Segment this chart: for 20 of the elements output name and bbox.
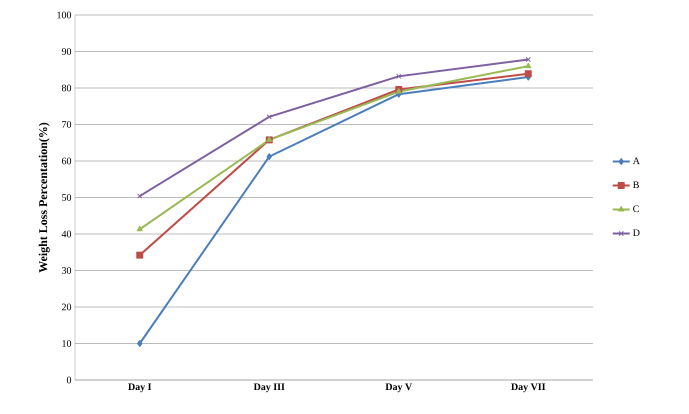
legend-label: B (633, 181, 639, 188)
y-tick-label: 100 (57, 12, 72, 18)
y-tick-label: 50 (62, 194, 72, 201)
legend-label: D (633, 229, 640, 236)
y-tick-label: 60 (62, 158, 72, 164)
y-tick-label: 70 (62, 121, 72, 128)
y-tick-label: 20 (62, 304, 72, 310)
legend-label: A (632, 157, 640, 164)
x-tick-label: Day V (386, 384, 412, 392)
x-tick-label: Day VII (511, 384, 546, 392)
y-tick-label: 0 (66, 376, 72, 384)
y-tick-label: 30 (62, 267, 72, 274)
y-tick-label: 80 (62, 84, 72, 92)
y-axis-title: Weight Loss Percentation(%) (38, 122, 50, 273)
x-tick-label: Day III (254, 384, 285, 392)
y-tick-label: 40 (62, 230, 72, 238)
y-tick-label: 10 (62, 340, 72, 347)
y-tick-label: 90 (62, 48, 72, 55)
x-tick-label: Day I (128, 384, 152, 392)
legend-label: C (633, 205, 639, 212)
